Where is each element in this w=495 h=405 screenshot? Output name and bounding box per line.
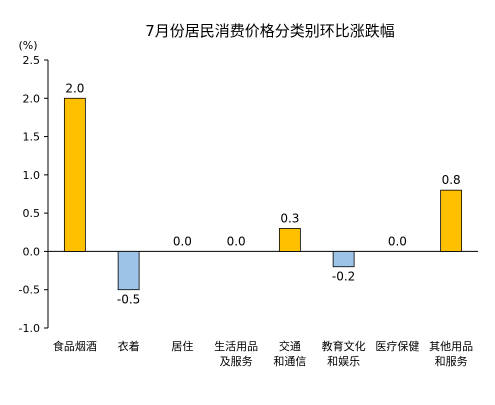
bar [278,228,301,252]
x-category-label: 和通信 [273,355,306,368]
chart-title: 7月份居民消费价格分类别环比涨跌幅 [145,22,395,40]
x-category-label: 和服务 [435,355,468,368]
y-axis: 2.5 2.0 1.5 1.0 0.5 0.0 -0.5 -1.0 [19,54,478,335]
bar [63,97,86,252]
bar [332,251,355,268]
y-tick-label: 1.0 [23,169,41,182]
x-category-label: 衣着 [118,339,140,353]
y-tick-label: 2.0 [23,92,41,105]
x-category-label: 和娱乐 [327,354,360,368]
y-tick-label: 0.5 [23,207,41,220]
x-category-label: 食品烟酒 [53,339,97,353]
x-category-label: 教育文化 [322,339,366,353]
x-category-label: 居住 [171,339,193,353]
x-category-label: 及服务 [220,355,253,368]
bar-value-label: -0.5 [117,293,140,307]
bar-value-label: 0.0 [173,234,192,248]
bar-value-label: 0.0 [227,234,246,248]
bar-value-label: -0.2 [332,270,355,284]
value-labels-group: 2.0 -0.5 0.0 0.0 0.3 -0.2 0.0 0.8 [65,81,460,306]
bar [117,251,140,291]
bar-value-label: 0.3 [280,211,299,225]
x-category-label: 医疗保健 [375,339,419,353]
bar-value-label: 0.0 [388,234,407,248]
y-tick-label: 2.5 [23,54,41,67]
x-category-label: 其他用品 [429,340,473,353]
x-category-label: 交通 [279,339,301,353]
x-category-label: 生活用品 [214,339,258,353]
bar-value-label: 0.8 [442,173,461,187]
y-axis-unit-label: (%) [18,39,37,52]
bars-group [63,97,463,291]
y-tick-label: 0.0 [23,245,41,258]
bar-value-label: 2.0 [65,81,84,95]
y-tick-label: -1.0 [19,322,40,335]
y-tick-label: 1.5 [23,131,41,144]
y-tick-label: -0.5 [19,284,40,297]
bar [440,189,463,252]
